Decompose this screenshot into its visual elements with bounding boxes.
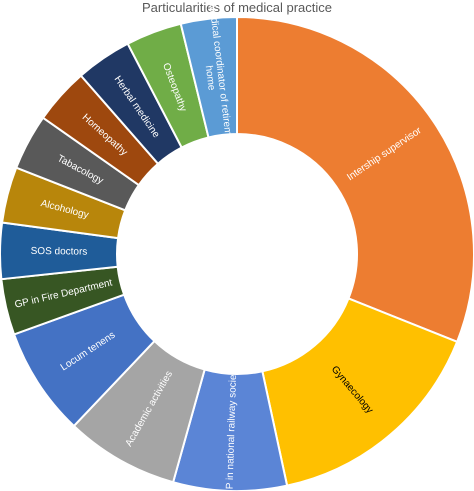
slice-medical-coordinator-of-retirement-home xyxy=(179,15,238,139)
slice-gynaecology xyxy=(261,297,459,487)
slice-intership-supervisor xyxy=(236,15,474,344)
slice-label-gp-in-national-railway-society: GP in national railway society xyxy=(224,367,239,491)
slice-label-sos-doctors: SOS doctors xyxy=(31,246,88,258)
chart-title: Particularities of medical practice xyxy=(141,0,333,15)
